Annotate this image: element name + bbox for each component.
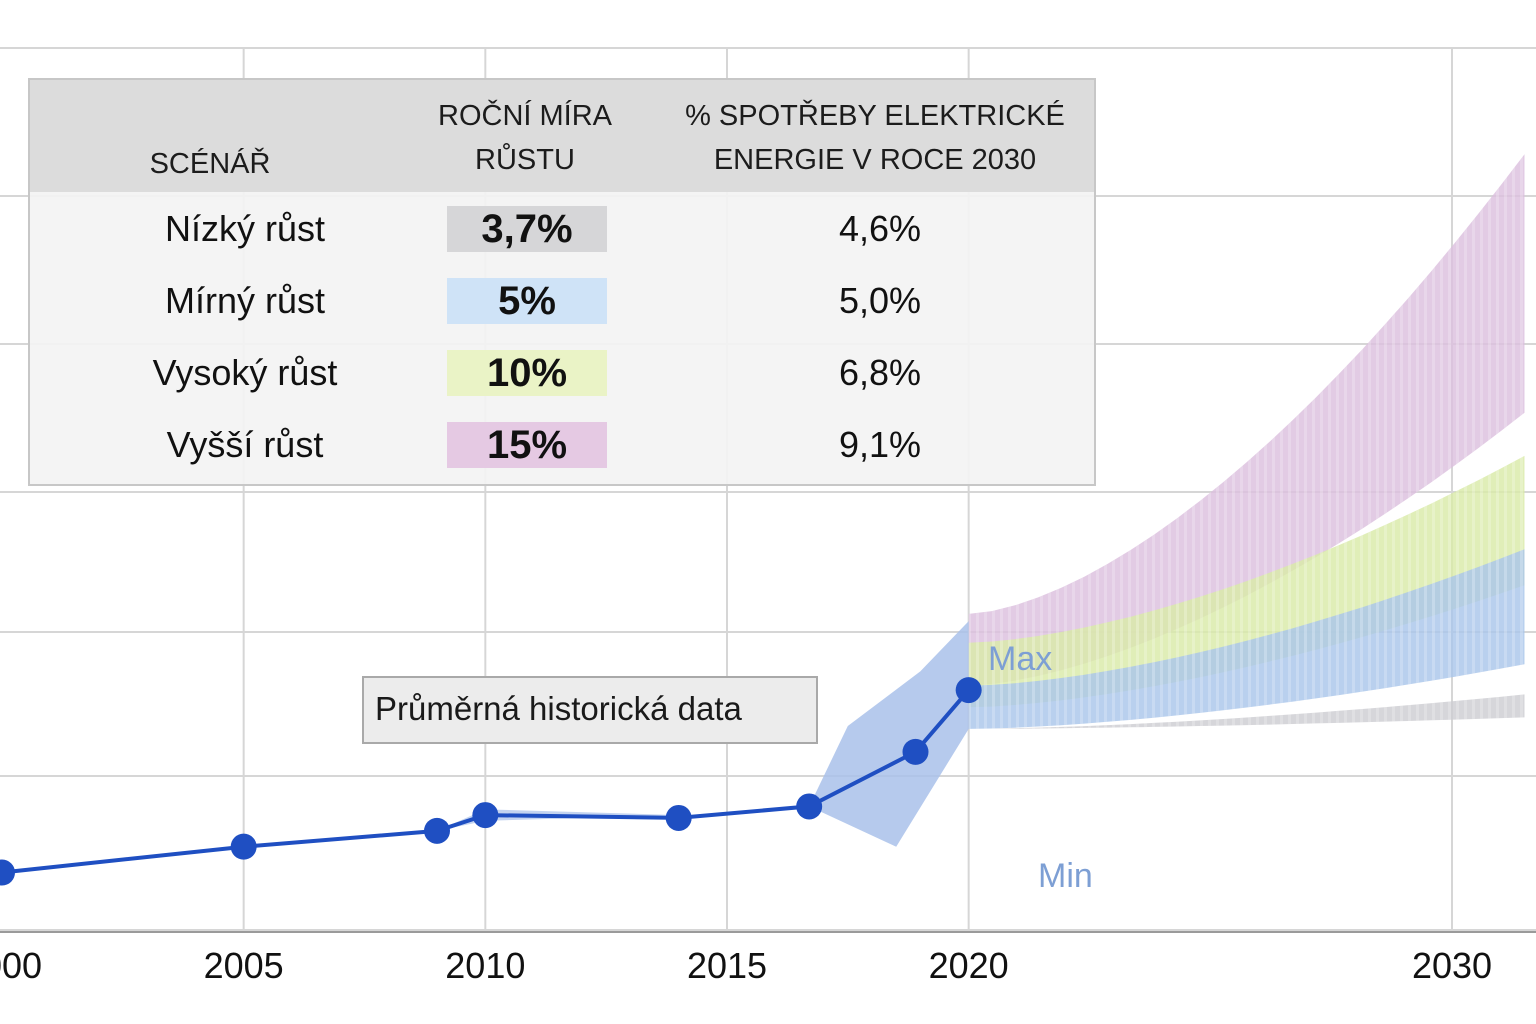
table-header: SCÉNÁŘ ROČNÍ MÍRA RŮSTU % SPOTŘEBY ELEKT… [30,80,1094,192]
growth-rate-badge: 5% [447,278,607,324]
scenario-table: SCÉNÁŘ ROČNÍ MÍRA RŮSTU % SPOTŘEBY ELEKT… [28,78,1096,486]
historical-line [1,688,971,875]
growth-rate-badge: 3,7% [447,206,607,252]
share-value: 6,8% [838,352,922,393]
data-point [472,802,499,829]
share-value: 4,6% [838,208,922,249]
share-value: 9,1% [838,424,922,465]
growth-rate-badge: 10% [447,350,607,396]
uncertainty-band [809,621,969,847]
historical-data-label: Průměrná historická data [375,690,742,727]
historical-series [0,677,982,886]
header-annual-growth-rate: ROČNÍ MÍRA RŮSTU [438,100,612,176]
table-row: Mírný růst 5% 5,0% [30,270,1094,332]
header-electricity-share-2030: % SPOTŘEBY ELEKTRICKÉ ENERGIE V ROCE 203… [685,100,1065,176]
table-row: Vysoký růst 10% 6,8% [30,342,1094,404]
data-point [902,738,929,765]
scenario-band-hatch [968,549,1525,729]
table-row: Nízký růst 3,7% 4,6% [30,198,1094,260]
x-tick-label: 2005 [204,945,284,986]
scenario-name: Mírný růst [164,280,325,321]
data-point [424,817,450,844]
scenario-name: Vyšší růst [166,424,324,465]
scenario-bands [968,154,1525,729]
growth-rate-badge: 15% [447,422,607,468]
table-row: Vyšší růst 15% 9,1% [30,414,1094,476]
scenario-band-hatch [968,694,1525,729]
scenario-band-hatch [968,154,1525,686]
band-max-label: Max [988,640,1052,678]
scenario-name: Nízký růst [164,208,325,249]
header-scenario: SCÉNÁŘ [149,148,271,180]
x-axis-ticks: 2000 2005 2010 2015 2020 2030 [0,945,1492,986]
historical-data-box: Průměrná historická data [362,676,818,744]
scenario-name: Vysoký růst [152,352,338,393]
x-tick-label: 2020 [929,945,1009,986]
x-tick-label: 2015 [687,945,767,986]
scenario-band-hatch [968,455,1525,708]
x-tick-label: 2010 [445,945,525,986]
data-point [955,677,982,704]
x-tick-label: 2000 [0,945,42,986]
band-min-label: Min [1038,857,1093,895]
share-value: 5,0% [838,280,922,321]
data-point [796,793,823,820]
data-point [230,833,257,860]
data-point [665,804,692,831]
data-point [0,859,15,886]
historical-data-box-bg [362,676,818,744]
x-tick-label: 2030 [1412,945,1492,986]
